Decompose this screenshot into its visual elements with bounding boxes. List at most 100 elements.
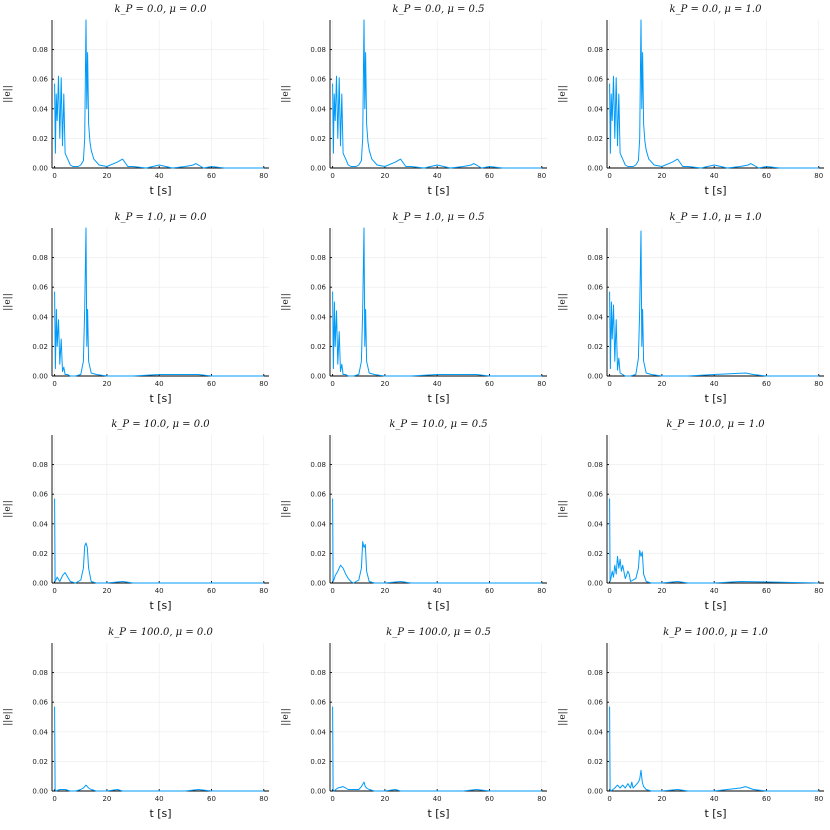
x-tick-label: 60 [207, 172, 216, 180]
x-axis-label: t [s] [149, 807, 171, 820]
subplot: 0 20 40 60 80 0.00 0.02 0.04 0.06 0.08 k_P = 10.0,… [3, 419, 269, 612]
y-tick-label: 0.00 [32, 580, 48, 588]
x-tick-label: 0 [52, 587, 56, 595]
y-tick-label: 0.08 [587, 254, 603, 262]
y-tick-label: 0.02 [587, 135, 603, 143]
x-axis-label: t [s] [704, 807, 726, 820]
y-tick-label: 0.08 [32, 669, 48, 677]
x-tick-label: 60 [485, 380, 494, 388]
subplot: 0 20 40 60 80 0.00 0.02 0.04 0.06 0.08 k_P = 1.0, … [558, 212, 824, 405]
x-tick-label: 80 [814, 587, 823, 595]
x-tick-label: 60 [485, 172, 494, 180]
y-axis-label: ||e|| [3, 708, 13, 725]
y-tick-label: 0.02 [587, 550, 603, 558]
y-tick-label: 0.02 [32, 550, 48, 558]
x-tick-label: 40 [155, 795, 164, 803]
y-tick-label: 0.04 [310, 520, 326, 528]
series-line [609, 498, 819, 584]
y-tick-label: 0.08 [310, 46, 326, 54]
y-tick-label: 0.06 [32, 284, 48, 292]
x-tick-label: 20 [657, 587, 666, 595]
series-line [54, 706, 264, 792]
y-tick-label: 0.00 [587, 580, 603, 588]
series-line [54, 19, 264, 169]
y-tick-label: 0.06 [587, 491, 603, 499]
x-tick-label: 0 [607, 587, 611, 595]
y-tick-label: 0.06 [32, 491, 48, 499]
subplot-title: k_P = 100.0, μ = 1.0 [663, 627, 768, 638]
x-tick-label: 0 [330, 795, 334, 803]
x-tick-label: 80 [814, 380, 823, 388]
x-tick-label: 60 [762, 587, 771, 595]
x-tick-label: 40 [710, 587, 719, 595]
subplot: 0 20 40 60 80 0.00 0.02 0.04 0.06 0.08 k_P = 100.0… [281, 627, 547, 820]
x-tick-label: 40 [155, 172, 164, 180]
series-line [332, 498, 542, 584]
x-tick-label: 20 [102, 380, 111, 388]
x-tick-label: 80 [814, 795, 823, 803]
y-tick-label: 0.04 [32, 105, 48, 113]
y-tick-label: 0.06 [310, 76, 326, 84]
x-tick-label: 40 [710, 172, 719, 180]
subplot: 0 20 40 60 80 0.00 0.02 0.04 0.06 0.08 k_P = 100.0… [558, 627, 824, 820]
y-tick-label: 0.00 [310, 580, 326, 588]
y-tick-label: 0.08 [587, 46, 603, 54]
x-tick-label: 20 [380, 587, 389, 595]
y-tick-label: 0.00 [32, 788, 48, 796]
x-tick-label: 0 [52, 795, 56, 803]
series-line [332, 706, 542, 792]
x-tick-label: 40 [155, 587, 164, 595]
y-axis-label: ||e|| [281, 708, 291, 725]
y-tick-label: 0.08 [310, 669, 326, 677]
y-axis-label: ||e|| [3, 500, 13, 517]
x-tick-label: 60 [485, 795, 494, 803]
x-tick-label: 80 [814, 172, 823, 180]
x-tick-label: 60 [207, 795, 216, 803]
x-tick-label: 80 [537, 380, 546, 388]
y-tick-label: 0.06 [310, 699, 326, 707]
y-tick-label: 0.00 [310, 788, 326, 796]
x-tick-label: 60 [762, 380, 771, 388]
series-line [609, 19, 819, 169]
x-tick-label: 80 [259, 172, 268, 180]
x-tick-label: 60 [762, 795, 771, 803]
y-tick-label: 0.08 [310, 254, 326, 262]
x-tick-label: 0 [52, 172, 56, 180]
y-axis-label: ||e|| [281, 293, 291, 310]
x-tick-label: 40 [433, 172, 442, 180]
x-tick-label: 80 [537, 172, 546, 180]
y-tick-label: 0.00 [587, 373, 603, 381]
x-tick-label: 20 [380, 172, 389, 180]
x-axis-label: t [s] [427, 184, 449, 197]
y-tick-label: 0.04 [587, 105, 603, 113]
subplot-title: k_P = 1.0, μ = 1.0 [670, 212, 763, 223]
x-axis-label: t [s] [704, 184, 726, 197]
y-tick-label: 0.06 [310, 284, 326, 292]
x-tick-label: 80 [537, 795, 546, 803]
x-tick-label: 20 [380, 380, 389, 388]
series-line [54, 227, 264, 377]
y-tick-label: 0.06 [587, 76, 603, 84]
x-axis-label: t [s] [149, 599, 171, 612]
x-tick-label: 20 [102, 172, 111, 180]
y-tick-label: 0.06 [587, 699, 603, 707]
x-tick-label: 40 [433, 587, 442, 595]
y-tick-label: 0.02 [32, 758, 48, 766]
x-tick-label: 40 [710, 380, 719, 388]
x-tick-label: 20 [657, 172, 666, 180]
y-tick-label: 0.04 [32, 728, 48, 736]
y-tick-label: 0.04 [32, 520, 48, 528]
subplot: 0 20 40 60 80 0.00 0.02 0.04 0.06 0.08 k_P = 1.0, … [3, 212, 269, 405]
y-tick-label: 0.02 [32, 135, 48, 143]
x-axis-label: t [s] [427, 599, 449, 612]
y-tick-label: 0.04 [310, 313, 326, 321]
x-tick-label: 40 [155, 380, 164, 388]
y-axis-label: ||e|| [281, 500, 291, 517]
y-tick-label: 0.00 [32, 373, 48, 381]
y-tick-label: 0.02 [587, 758, 603, 766]
y-axis-label: ||e|| [3, 293, 13, 310]
x-tick-label: 0 [607, 380, 611, 388]
x-tick-label: 0 [52, 380, 56, 388]
subplot-title: k_P = 100.0, μ = 0.5 [386, 627, 491, 638]
subplot: 0 20 40 60 80 0.00 0.02 0.04 0.06 0.08 k_P = 100.0… [3, 627, 269, 820]
